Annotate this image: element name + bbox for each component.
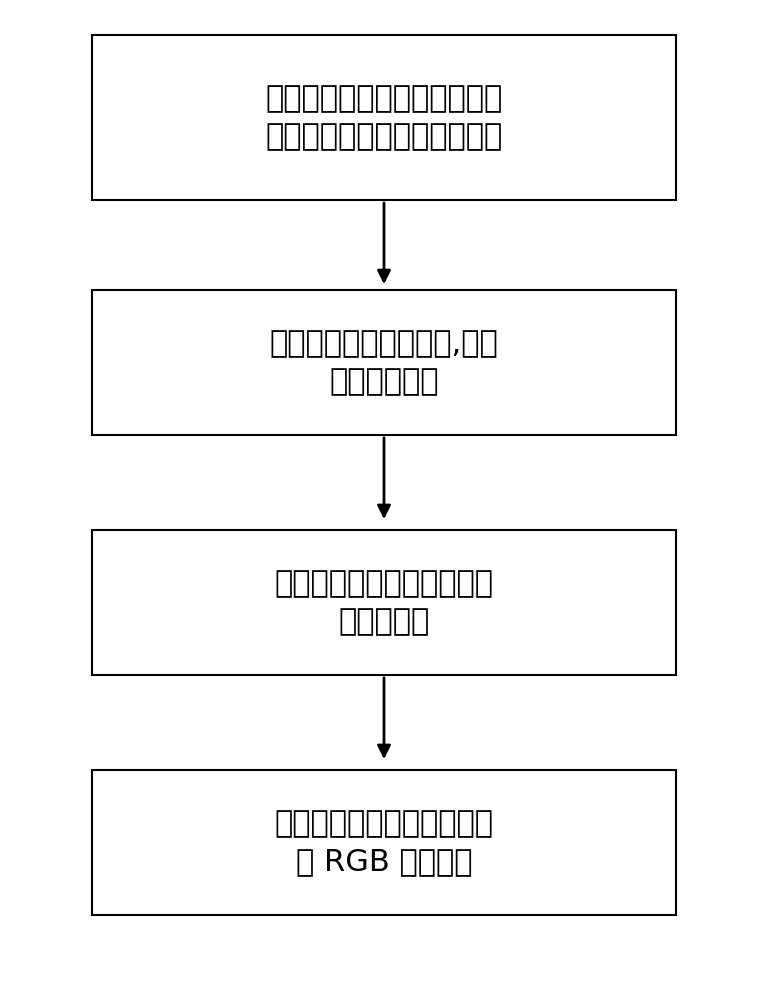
Text: 将波形点频度值转换为对应
的 RGB 显示数据: 将波形点频度值转换为对应 的 RGB 显示数据: [274, 809, 494, 876]
FancyBboxPatch shape: [92, 290, 676, 435]
Text: 显示刷新定时时间到时,读出
波形点频度值: 显示刷新定时时间到时,读出 波形点频度值: [270, 329, 498, 396]
FancyBboxPatch shape: [92, 35, 676, 200]
FancyBboxPatch shape: [92, 530, 676, 675]
FancyBboxPatch shape: [92, 770, 676, 915]
Text: 判断波形点频度值所属的色
彩分组区间: 判断波形点频度值所属的色 彩分组区间: [274, 569, 494, 636]
Text: 在显示刷新定时时间内对采集
的波形点进行频度值统计处理: 在显示刷新定时时间内对采集 的波形点进行频度值统计处理: [266, 84, 502, 151]
